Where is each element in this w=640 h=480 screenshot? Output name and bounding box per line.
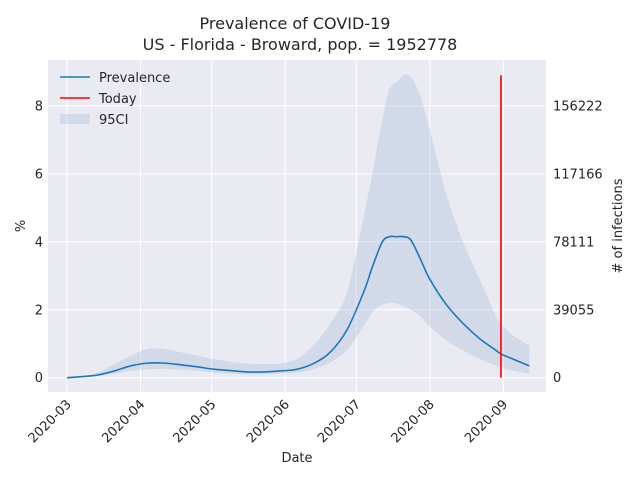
x-tick-label: 2020-05 (170, 397, 219, 446)
prevalence-line (66, 235, 530, 379)
x-tick-label: 2020-04 (99, 397, 148, 446)
y-tick-label: 0 (35, 371, 43, 386)
y-right-tick-label: 156222 (553, 99, 603, 114)
chart-title: Prevalence of COVID-19 (200, 14, 391, 33)
x-tick-label: 2020-06 (244, 397, 293, 446)
x-tick-label: 2020-03 (26, 397, 75, 446)
y-right-tick-label: 117166 (553, 167, 603, 182)
x-tick-label: 2020-07 (315, 397, 364, 446)
x-axis-label: Date (281, 451, 312, 466)
y-tick-label: 6 (35, 167, 43, 182)
legend-95ci-swatch (60, 114, 90, 124)
plot-area (48, 60, 546, 392)
x-axis-ticks: 2020-03 2020-04 2020-05 2020-06 2020-07 2020-… (26, 397, 511, 446)
y-axis-ticks: 0 2 4 6 8 (35, 99, 43, 386)
y-axis-label: % (14, 220, 29, 232)
y-tick-label: 8 (35, 99, 43, 114)
gridlines (48, 60, 546, 392)
legend-95ci-label: 95CI (99, 113, 128, 128)
x-tick-label: 2020-08 (389, 397, 438, 446)
legend-prevalence-label: Prevalence (99, 71, 170, 86)
y-axis-right-ticks: 0 39055 78111 117166 156222 (553, 99, 603, 386)
legend-today-label: Today (98, 92, 137, 107)
y-right-tick-label: 39055 (553, 303, 594, 318)
chart-subtitle: US - Florida - Broward, pop. = 1952778 (143, 35, 458, 54)
x-tick-label: 2020-09 (462, 397, 511, 446)
y-right-tick-label: 78111 (553, 235, 594, 250)
ci-band (66, 74, 530, 378)
y-tick-label: 2 (35, 303, 43, 318)
y-axis-right-label: # of infections (611, 178, 626, 273)
y-tick-label: 4 (35, 235, 43, 250)
legend: Prevalence Today 95CI (60, 71, 170, 128)
y-right-tick-label: 0 (553, 371, 561, 386)
